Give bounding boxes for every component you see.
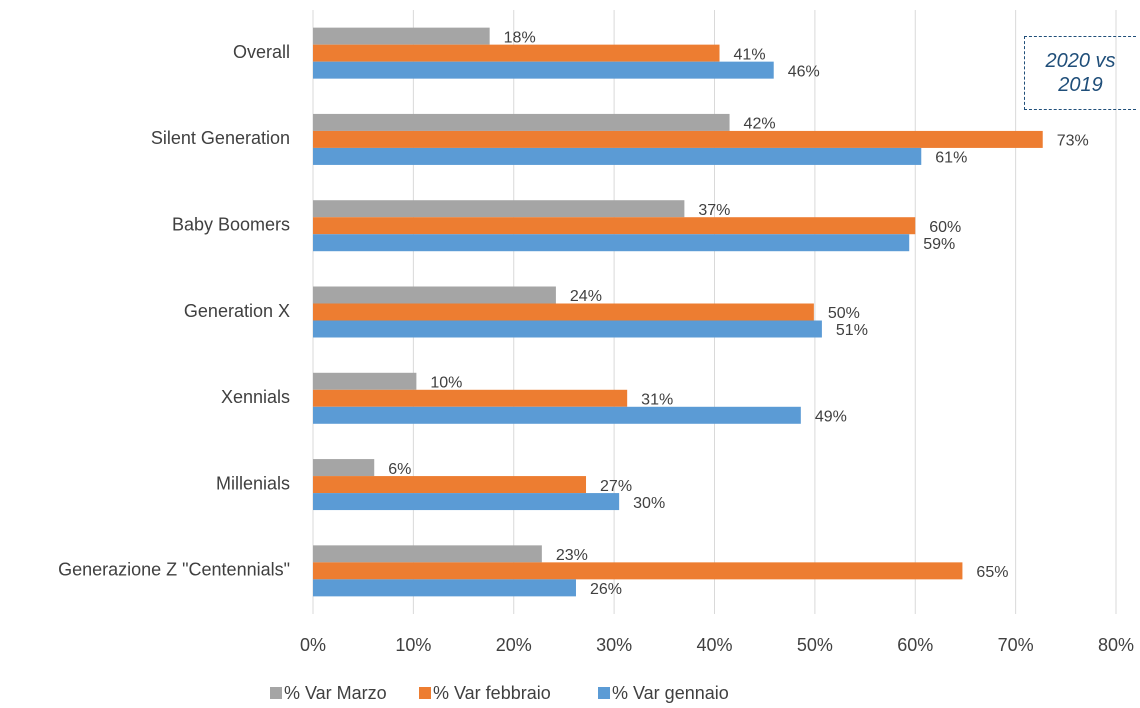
bar: [313, 217, 916, 235]
bar: [313, 320, 822, 338]
x-tick-label: 50%: [797, 635, 833, 655]
legend-label: % Var febbraio: [433, 683, 551, 703]
x-tick-label: 80%: [1098, 635, 1134, 655]
x-tick-label: 30%: [596, 635, 632, 655]
annotation: 2020 vs 2019: [1045, 50, 1116, 96]
x-tick-label: 60%: [897, 635, 933, 655]
data-label: 30%: [633, 495, 665, 512]
bar: [313, 459, 375, 477]
bar: [313, 147, 922, 165]
y-tick-label: Generation X: [184, 301, 290, 321]
data-label: 41%: [734, 46, 766, 63]
x-tick-label: 10%: [395, 635, 431, 655]
bar: [313, 562, 963, 580]
bar: [313, 113, 730, 131]
x-tick-label: 70%: [998, 635, 1034, 655]
bar: [313, 406, 801, 424]
bar: [313, 303, 814, 321]
data-label: 73%: [1057, 133, 1089, 150]
legend-label: % Var Marzo: [284, 683, 387, 703]
x-tick-label: 40%: [696, 635, 732, 655]
data-label: 26%: [590, 581, 622, 598]
data-label: 27%: [600, 478, 632, 495]
data-label: 24%: [570, 288, 602, 305]
x-tick-label: 20%: [496, 635, 532, 655]
bar: [313, 234, 910, 252]
data-label: 10%: [430, 375, 462, 392]
data-label: 37%: [698, 202, 730, 219]
data-label: 18%: [504, 29, 536, 46]
bar: [313, 286, 556, 304]
data-label: 42%: [744, 116, 776, 133]
bar: [313, 372, 417, 390]
bar: [313, 200, 685, 218]
data-label: 23%: [556, 547, 588, 564]
bar: [313, 389, 628, 407]
x-tick-label: 0%: [300, 635, 326, 655]
y-tick-label: Millenials: [216, 473, 290, 493]
bar: [313, 130, 1043, 148]
data-label: 46%: [788, 63, 820, 80]
bar: [313, 493, 620, 511]
data-label: 51%: [836, 322, 868, 339]
y-tick-label: Baby Boomers: [172, 214, 290, 234]
data-label: 59%: [923, 236, 955, 253]
bar: [313, 545, 542, 563]
data-label: 61%: [935, 150, 967, 167]
data-label: 31%: [641, 392, 673, 409]
y-tick-label: Silent Generation: [151, 128, 290, 148]
y-tick-label: Generazione Z "Centennials": [58, 560, 290, 580]
bar: [313, 579, 576, 597]
data-label: 49%: [815, 409, 847, 426]
legend-label: % Var gennaio: [612, 683, 729, 703]
legend-swatch: [419, 687, 431, 699]
data-label: 65%: [976, 564, 1008, 581]
legend-swatch: [270, 687, 282, 699]
data-label: 50%: [828, 305, 860, 322]
annotation-box: 2020 vs 2019: [1024, 36, 1136, 110]
y-tick-label: Overall: [233, 42, 290, 62]
bar: [313, 476, 587, 494]
bar: [313, 44, 720, 62]
bar: [313, 27, 490, 45]
data-label: 60%: [929, 219, 961, 236]
y-tick-label: Xennials: [221, 387, 290, 407]
data-label: 6%: [388, 461, 411, 478]
bar: [313, 61, 774, 79]
legend-swatch: [598, 687, 610, 699]
